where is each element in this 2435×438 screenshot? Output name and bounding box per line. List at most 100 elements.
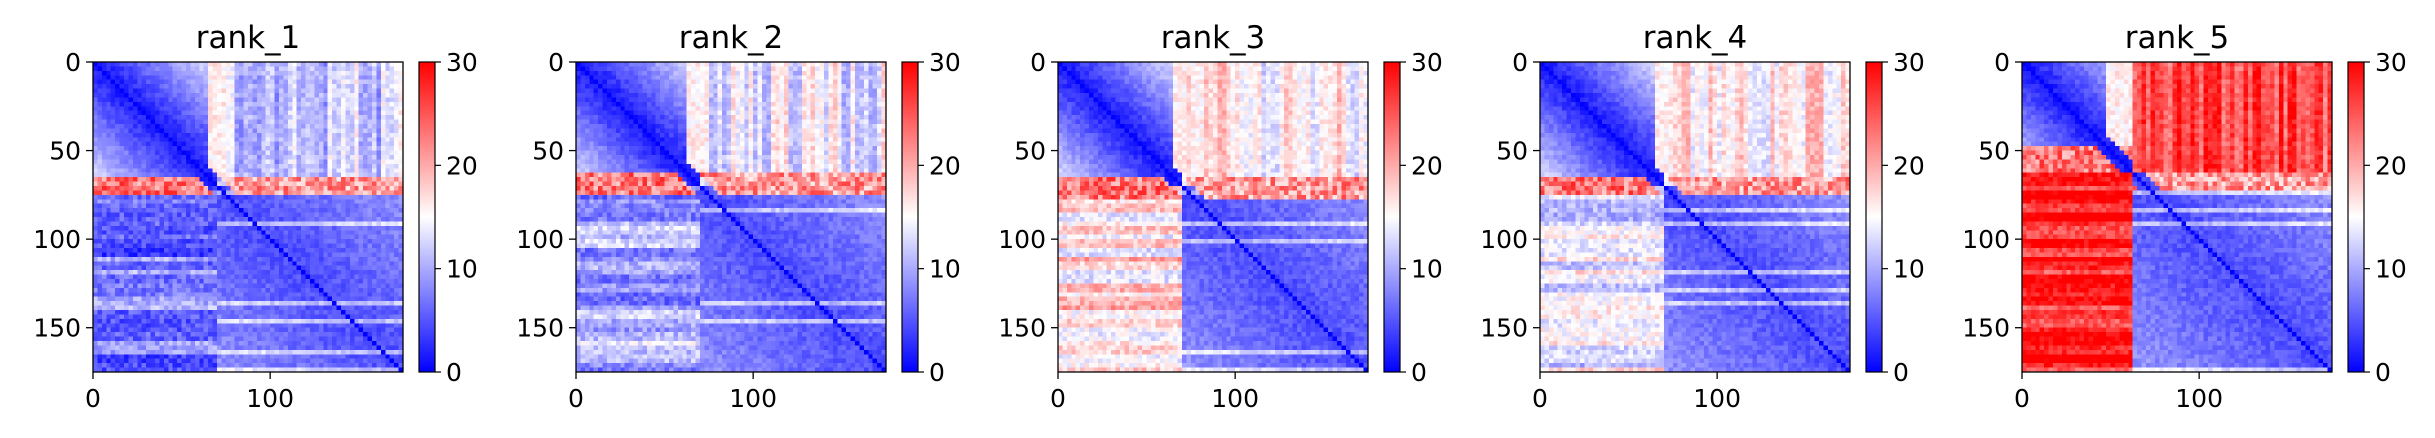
heatmap-cell [194, 301, 200, 307]
heatmap-cell [336, 283, 342, 289]
heatmap-cell [380, 124, 386, 130]
heatmap-cell [150, 363, 156, 369]
heatmap-cell [203, 327, 209, 333]
heatmap-cell [394, 367, 400, 373]
heatmap-cell [394, 150, 400, 156]
heatmap-cell [341, 84, 347, 90]
heatmap-cell [212, 106, 218, 112]
heatmap-cell [221, 150, 227, 156]
heatmap-cell [292, 199, 298, 205]
heatmap-cell [261, 252, 267, 258]
heatmap-cell [106, 141, 112, 147]
heatmap-cell [172, 283, 178, 289]
heatmap-cell [186, 287, 192, 293]
heatmap-cell [372, 279, 378, 285]
heatmap-cell [221, 101, 227, 107]
y-tick-label: 0 [65, 48, 81, 77]
heatmap-cell [190, 265, 196, 271]
heatmap-cell [186, 336, 192, 342]
heatmap-cell [283, 97, 289, 103]
heatmap-cell [292, 332, 298, 338]
heatmap-cell [190, 283, 196, 289]
heatmap-cell [212, 363, 218, 369]
heatmap-cell [327, 292, 333, 298]
heatmap-cell [186, 208, 192, 214]
heatmap-cell [234, 70, 240, 76]
heatmap-cell [186, 172, 192, 178]
heatmap-cell [203, 323, 209, 329]
heatmap-cell [146, 341, 152, 347]
heatmap-cell [101, 270, 107, 276]
heatmap-cell [172, 168, 178, 174]
heatmap-cell [349, 75, 355, 81]
heatmap-cell [354, 190, 360, 196]
heatmap-cell [137, 84, 143, 90]
heatmap-cell [239, 323, 245, 329]
heatmap-cell [336, 270, 342, 276]
heatmap-cell [146, 363, 152, 369]
heatmap-cell [363, 363, 369, 369]
heatmap-cell [190, 248, 196, 254]
heatmap-cell [119, 243, 125, 249]
heatmap-cell [115, 283, 121, 289]
heatmap-cell [323, 168, 329, 174]
heatmap-cell [274, 124, 280, 130]
heatmap-cell [296, 292, 302, 298]
heatmap-cell [119, 270, 125, 276]
heatmap-cell [327, 75, 333, 81]
heatmap-cell [363, 70, 369, 76]
heatmap-cell [345, 265, 351, 271]
heatmap-cell [345, 279, 351, 285]
heatmap-cell [234, 155, 240, 161]
heatmap-cell [376, 70, 382, 76]
heatmap-cell [256, 177, 262, 183]
heatmap-cell [217, 106, 223, 112]
heatmap-cell [199, 327, 205, 333]
heatmap-cell [199, 305, 205, 311]
heatmap-cell [194, 265, 200, 271]
heatmap-cell [296, 70, 302, 76]
heatmap-cell [230, 296, 236, 302]
heatmap-cell [128, 203, 134, 209]
heatmap-cell [318, 163, 324, 169]
heatmap-cell [380, 230, 386, 236]
heatmap-cell [336, 296, 342, 302]
heatmap-cell [230, 150, 236, 156]
heatmap-cell [292, 239, 298, 245]
heatmap-cell [261, 181, 267, 187]
heatmap-cell [225, 199, 231, 205]
heatmap-cell [186, 79, 192, 85]
heatmap-cell [172, 345, 178, 351]
heatmap-cell [279, 287, 285, 293]
heatmap-cell [283, 132, 289, 138]
heatmap-cell [168, 292, 174, 298]
heatmap-cell [389, 155, 395, 161]
heatmap-cell [146, 349, 152, 355]
heatmap-cell [168, 341, 174, 347]
heatmap-cell [155, 279, 161, 285]
heatmap-cell [287, 296, 293, 302]
heatmap-cell [279, 225, 285, 231]
heatmap-cell [141, 296, 147, 302]
heatmap-cell [367, 137, 373, 143]
heatmap-cell [274, 256, 280, 262]
heatmap-cell [212, 137, 218, 143]
heatmap-cell [199, 70, 205, 76]
heatmap-cell [177, 186, 183, 192]
heatmap-cell [336, 177, 342, 183]
heatmap-cell [181, 88, 187, 94]
heatmap-cell [168, 150, 174, 156]
heatmap-cell [181, 97, 187, 103]
heatmap-cell [398, 203, 404, 209]
heatmap-cell [345, 270, 351, 276]
heatmap-cell [128, 248, 134, 254]
heatmap-cell [252, 252, 258, 258]
heatmap-cell [398, 141, 404, 147]
heatmap-cell [101, 230, 107, 236]
heatmap-cell [332, 225, 338, 231]
heatmap-cell [305, 163, 311, 169]
heatmap-cell [137, 323, 143, 329]
heatmap-cell [318, 132, 324, 138]
heatmap-cell [225, 128, 231, 134]
heatmap-cell [186, 283, 192, 289]
